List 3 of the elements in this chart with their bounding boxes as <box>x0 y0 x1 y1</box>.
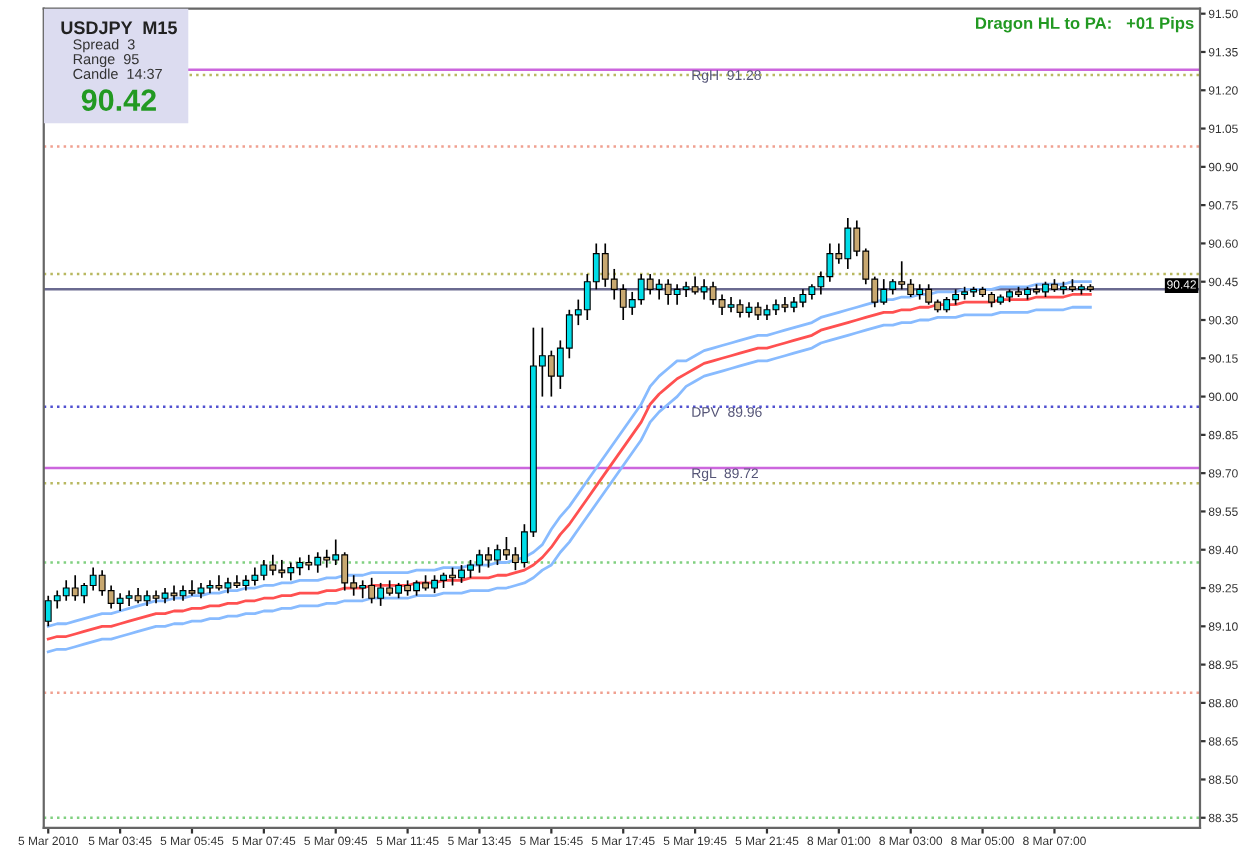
annotation: USDJPY M15 <box>61 21 177 35</box>
annotation: 90.42 <box>81 89 156 112</box>
annotation: Dragon HL to PA: +01 Pips <box>976 16 1194 33</box>
